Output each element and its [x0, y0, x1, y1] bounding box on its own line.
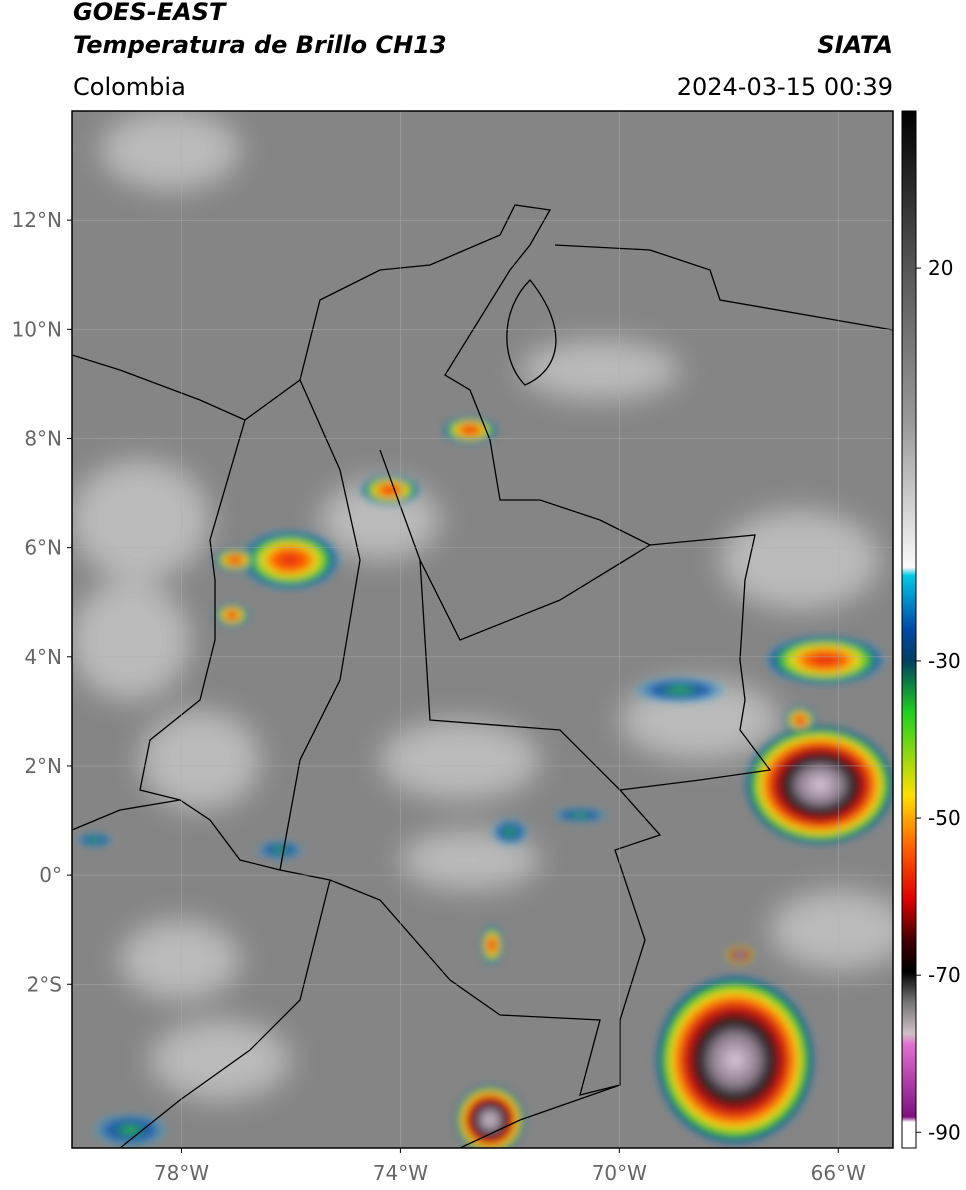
colorbar-tick-label: -90: [928, 1120, 961, 1144]
map-frame: [71, 110, 894, 1149]
colorbar-tick-label: -30: [928, 649, 961, 673]
lat-tick-label: 12°N: [12, 208, 62, 232]
colorbar-tick-label: 20: [928, 256, 953, 280]
source-label: SIATA: [817, 31, 893, 59]
lat-tick-label: 2°S: [27, 972, 62, 996]
colorbar: [901, 110, 917, 1149]
datetime-label: 2024-03-15 00:39: [677, 73, 893, 101]
grid: [72, 111, 893, 1148]
lat-tick-label: 8°N: [24, 426, 62, 450]
region-label: Colombia: [73, 73, 186, 101]
satellite-title: GOES-EAST: [73, 0, 227, 26]
lon-tick-label: 66°W: [811, 1161, 866, 1185]
lon-tick-label: 74°W: [373, 1161, 428, 1185]
satellite-image: [72, 111, 893, 1148]
lon-tick-label: 78°W: [154, 1161, 209, 1185]
lat-tick-label: 2°N: [24, 754, 62, 778]
lat-tick-label: 10°N: [12, 317, 62, 341]
lat-tick-label: 0°: [39, 863, 62, 887]
lat-tick-label: 4°N: [24, 645, 62, 669]
lon-tick-label: 70°W: [592, 1161, 647, 1185]
colorbar-tick-label: -50: [928, 806, 961, 830]
lat-tick-label: 6°N: [24, 536, 62, 560]
colorbar-tick-label: -70: [928, 963, 961, 987]
product-title: Temperatura de Brillo CH13: [73, 31, 447, 59]
